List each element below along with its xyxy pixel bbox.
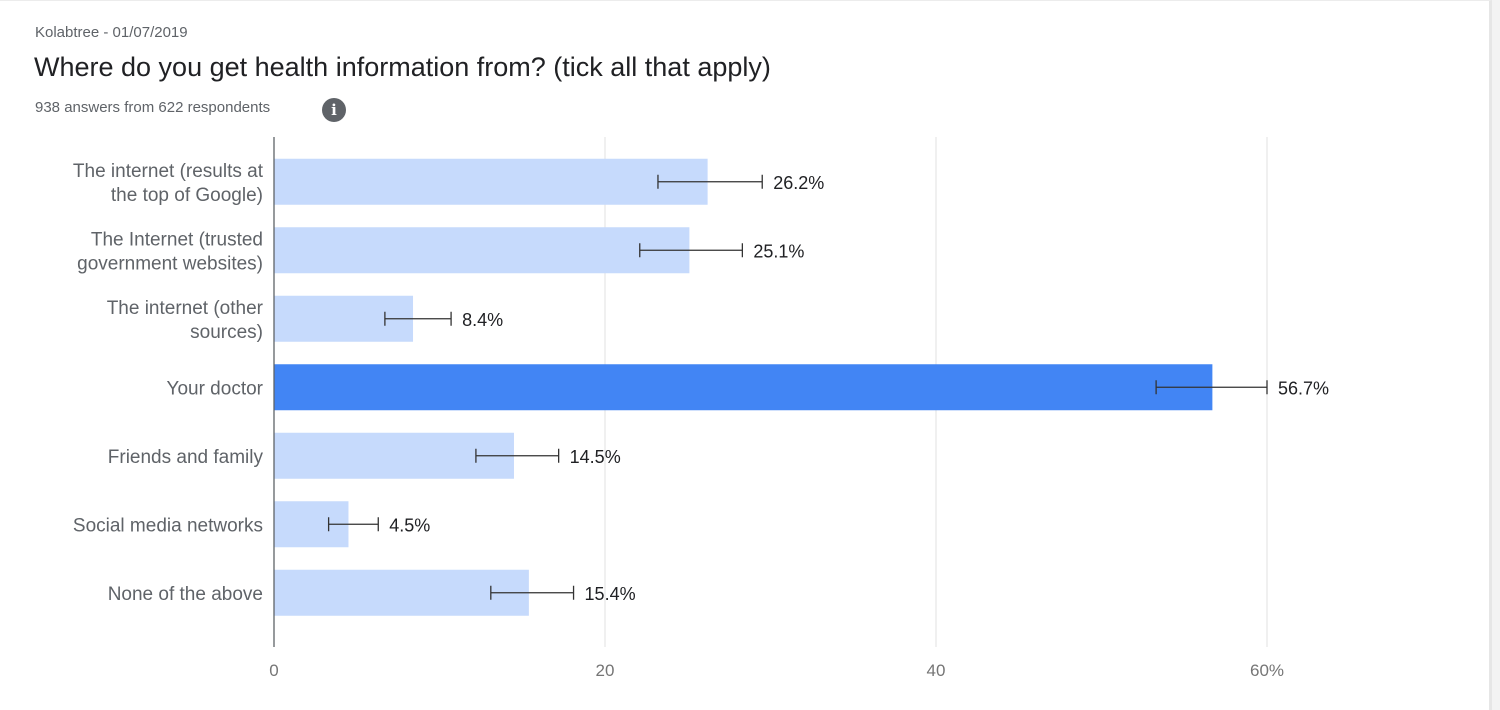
- respondents-count: 938 answers from 622 respondents: [35, 99, 271, 116]
- category-label-line: sources): [190, 322, 263, 343]
- data-label: 56.7%: [1278, 378, 1329, 398]
- category-label-line: the top of Google): [111, 185, 263, 206]
- category-label: Social media networks: [73, 515, 263, 536]
- info-icon[interactable]: i: [322, 98, 346, 122]
- category-label-line: The internet (other: [107, 298, 264, 319]
- bar: [274, 158, 708, 205]
- data-label: 26.2%: [773, 173, 824, 193]
- category-label: None of the above: [108, 584, 263, 605]
- data-label: 4.5%: [389, 515, 430, 535]
- x-tick-label: 0: [269, 661, 278, 680]
- source-label: Kolabtree - 01/07/2019: [35, 24, 188, 41]
- bar: [274, 364, 1213, 411]
- x-tick-label: 60%: [1250, 661, 1284, 680]
- x-tick-label: 40: [927, 661, 946, 680]
- data-label: 15.4%: [585, 584, 636, 604]
- category-label: Friends and family: [108, 447, 264, 468]
- data-label: 8.4%: [462, 310, 503, 330]
- chart-title: Where do you get health information from…: [34, 52, 771, 82]
- bar: [274, 227, 690, 274]
- category-label-line: The internet (results at: [73, 161, 264, 182]
- category-label: The Internet (trusted government websites…: [77, 229, 263, 274]
- bar: [274, 569, 529, 616]
- data-label: 14.5%: [570, 447, 621, 467]
- category-label: Your doctor: [167, 378, 264, 399]
- category-label-line: The Internet (trusted: [91, 229, 263, 250]
- category-label: The internet (other sources): [107, 298, 264, 343]
- data-label: 25.1%: [753, 241, 804, 261]
- bar: [274, 432, 514, 479]
- category-label-line: government websites): [77, 253, 263, 274]
- x-tick-label: 20: [596, 661, 615, 680]
- category-label: The internet (results at the top of Googl…: [73, 161, 264, 206]
- scrollbar-track[interactable]: [1492, 0, 1500, 710]
